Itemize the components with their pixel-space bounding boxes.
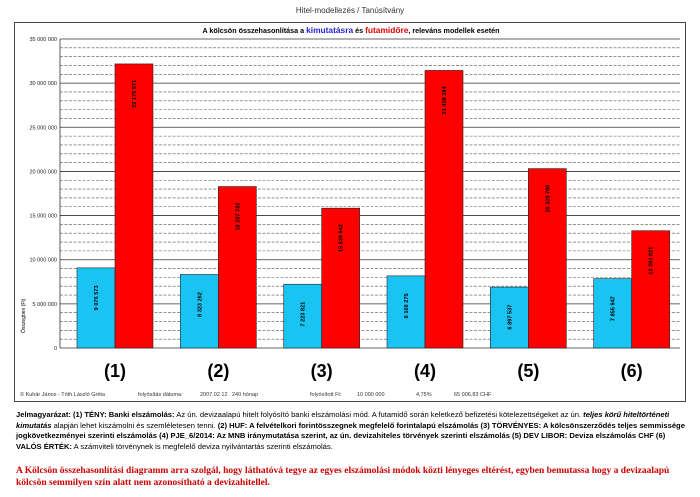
bar-blue-2 [180,274,219,349]
disbursement-date-label: folyósítás dátuma: [138,392,183,398]
bar-value-label: 8 323 262 [197,292,203,317]
gridlines [60,38,680,349]
document-title: Hitel-modellezés / Tanúsítvány [295,6,405,15]
chart-panel: A kölcsön összehasonlítása a kimutatásra… [14,22,686,402]
disbursement-date-value: 2007.02.12 [200,392,228,398]
legend-item-1-heading: (1) TÉNY: Banki elszámolás: [73,410,175,419]
bar-value-label: 18 287 782 [235,203,241,231]
term-value: 240 hónap [232,392,258,398]
bars: 9 076 573 32 175 971 8 323 262 18 287 782 7 … [76,63,670,349]
category-label-4: (4) [414,361,436,381]
bar-value-label: 9 076 573 [94,285,100,310]
y-axis: 0 5 000 000 10 000 000 15 000 000 20 000 000… [29,37,61,352]
chart-title: A kölcsön összehasonlítása a kimutatásra… [203,25,500,35]
y-tick-label: 30 000 000 [29,81,57,87]
category-label-2: (2) [207,361,229,381]
bar-value-label: 15 839 942 [339,224,345,252]
y-tick-label: 25 000 000 [29,125,57,131]
category-label-5: (5) [517,361,539,381]
y-tick-label: 10 000 000 [29,258,57,264]
bar-value-label: 7 223 821 [301,302,307,327]
comparison-bar-chart: A kölcsön összehasonlítása a kimutatásra… [20,25,680,381]
category-label-6: (6) [621,361,643,381]
chart-footer: © Kuhár János - Tóth László Gréta folyós… [14,391,686,401]
bar-red-2 [218,186,257,349]
category-label-1: (1) [104,361,126,381]
legend-item-6-text: A számviteli törvénynek is megfelelő dev… [71,441,333,451]
legend-item-1-text-2: alapján lehet kiszámolni és szemléletese… [51,420,218,430]
y-tick-label: 0 [54,346,57,352]
bar-value-label: 13 283 821 [649,247,655,275]
bar-red-4 [424,70,464,349]
bar-value-label: 7 855 947 [611,296,617,321]
purpose-note: A Kölcsön összehasonlítási diagramm arra… [16,466,670,488]
chart-title-part-4: , releváns modellek esetén [408,26,499,35]
bar-value-label: 31 438 384 [442,86,448,115]
chf-amount: 65 006,83 CHF [454,392,492,398]
interest-rate: 4,75% [416,392,432,398]
legend-title: Jelmagyarázat: [16,410,71,419]
chart-title-part-0: A kölcsön összehasonlítása a [203,26,307,35]
chart-title-part-2: és [353,26,365,35]
y-tick-label: 15 000 000 [29,214,57,220]
bar-value-label: 20 320 780 [545,185,551,213]
legend-explanation: Jelmagyarázat: (1) TÉNY: Banki elszámolá… [16,410,688,452]
bar-red-6 [631,230,670,349]
amount-value: 10 000 000 [357,392,385,398]
bar-blue-6 [593,278,632,349]
chart-title-part-3: futamidőre [365,25,409,35]
bar-blue-4 [386,275,426,349]
bar-red-1 [114,63,154,349]
legend-item-1-text: Az ún. devizaalapú hitelt folyósító bank… [174,410,584,419]
chart-title-part-1: kimutatásra [306,25,353,35]
y-tick-label: 5 000 000 [33,302,57,308]
amount-label: folyósított Ft: [310,392,342,398]
category-label-3: (3) [311,361,333,381]
legend-items-2-6: (2) HUF: A felvételkori forintösszegnek … [16,420,685,451]
bar-value-label: 8 169 275 [404,293,410,318]
bar-red-3 [321,207,360,349]
legend-item-1-italic: teljes körű hiteltörténeti kimutatás [16,410,670,430]
y-tick-label: 20 000 000 [29,169,57,175]
bar-blue-5 [490,286,529,349]
bar-value-label: 32 175 971 [132,80,138,108]
bar-blue-3 [283,283,322,349]
y-axis-label: Összegben (Ft) [20,298,27,333]
category-labels: (1) (2) (3) (4) (5) (6) [104,361,643,381]
copyright-text: © Kuhár János - Tóth László Gréta [20,392,105,398]
y-tick-label: 35 000 000 [29,37,57,43]
bar-value-label: 6 897 537 [507,305,513,330]
bar-red-5 [528,168,567,349]
